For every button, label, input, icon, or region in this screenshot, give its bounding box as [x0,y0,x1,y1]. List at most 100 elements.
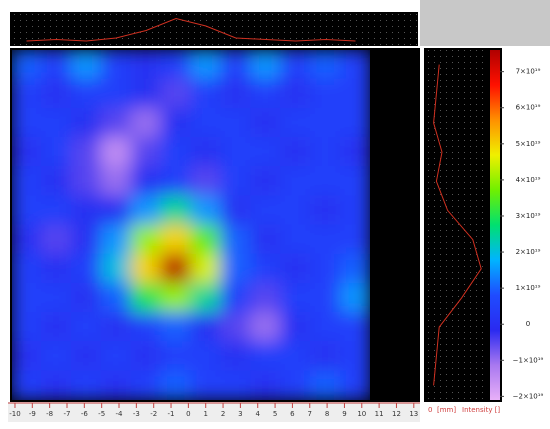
heat-cell [100,282,132,313]
heat-cell [130,50,162,80]
x-tick-label: -8 [46,410,53,418]
heat-cell [100,195,132,226]
heat-cell [250,50,282,80]
heat-cell [40,78,72,109]
heat-cell [12,370,42,400]
heat-cell [100,107,132,138]
heat-cell [100,341,132,372]
x-tick-label: -6 [81,410,89,418]
footer-label: 0 [428,406,432,414]
footer-label: Intensity [] [462,406,500,414]
heat-cell [12,195,42,226]
x-tick-label: 8 [325,410,329,418]
x-tick-label: -3 [133,410,140,418]
heat-cell [280,166,312,197]
heat-cell [340,107,370,138]
heat-cell [250,78,282,109]
heat-cell [70,312,102,343]
heat-cell [12,224,42,255]
heat-cell [100,253,132,284]
heat-cell [190,370,222,400]
heat-cell [40,282,72,313]
x-tick-label: 12 [392,410,401,418]
heat-cell [220,253,252,284]
heat-cell [160,312,192,343]
colorbar-tick-label: −1×10¹⁹ [513,356,544,364]
x-ruler [8,402,420,422]
heat-cell [280,282,312,313]
x-tick-label: -7 [63,410,70,418]
colorbar-tick-label: 7×10¹⁹ [516,68,541,76]
heat-cell [160,78,192,109]
heat-cell [190,253,222,284]
heat-cell [40,137,72,168]
x-tick-label: -2 [150,410,157,418]
footer-label: [mm] [437,406,456,414]
heat-cell [160,224,192,255]
x-tick-label: 5 [273,410,277,418]
heat-cell [12,341,42,372]
heat-cell [130,78,162,109]
heat-cell [310,107,342,138]
heat-cell [70,78,102,109]
heat-cell [40,341,72,372]
x-tick-label: 6 [290,410,295,418]
x-tick-label: -5 [98,410,105,418]
heat-cell [190,137,222,168]
heat-cell [250,224,282,255]
colorbar-tick-label: −2×10¹⁹ [513,392,544,400]
heat-cell [280,341,312,372]
corner-panel [420,0,550,46]
heat-cell [340,282,370,313]
x-tick-label: -10 [9,410,20,418]
heat-cell [310,166,342,197]
heat-cell [220,78,252,109]
side-profile-grid [424,48,488,402]
heat-cell [40,224,72,255]
heat-cell [220,341,252,372]
heat-cell [70,195,102,226]
heat-cell [310,341,342,372]
x-tick-label: 10 [357,410,366,418]
heat-cell [100,312,132,343]
heat-cell [160,370,192,400]
heat-cell [12,166,42,197]
side-profile-line [433,64,482,386]
heat-cell [340,312,370,343]
heat-cell [190,50,222,80]
heat-cell [220,50,252,80]
colorbar [490,50,500,400]
heat-cell [70,166,102,197]
heat-cell [100,137,132,168]
heat-cell [280,78,312,109]
heat-cell [40,195,72,226]
heat-cell [250,282,282,313]
heat-cell [280,195,312,226]
colorbar-tick-label: 3×10¹⁹ [516,212,541,220]
heat-cell [220,312,252,343]
heat-cell [12,282,42,313]
heat-cell [70,107,102,138]
heat-cell [340,224,370,255]
heat-cell [340,166,370,197]
heat-cell [250,370,282,400]
heat-cell [130,107,162,138]
heat-cell [12,312,42,343]
heat-cell [250,137,282,168]
colorbar-tick-label: 1×10¹⁹ [516,284,541,292]
heat-cell [340,78,370,109]
heat-cell [130,282,162,313]
heat-cell [310,195,342,226]
x-tick-label: 9 [342,410,346,418]
heat-cell [160,282,192,313]
x-tick-label: 0 [186,410,190,418]
heat-cell [130,312,162,343]
heat-cell [100,50,132,80]
heat-cell [250,341,282,372]
heat-cell [190,312,222,343]
x-tick-label: 3 [238,410,242,418]
heat-cell [310,253,342,284]
heat-cell [250,253,282,284]
heat-cell [280,224,312,255]
